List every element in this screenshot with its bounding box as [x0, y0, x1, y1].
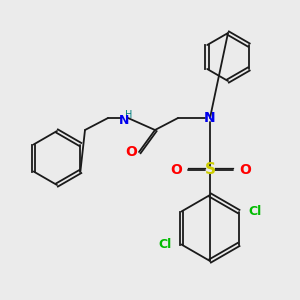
Text: N: N [204, 111, 216, 125]
Text: N: N [119, 115, 129, 128]
Text: O: O [170, 163, 182, 177]
Text: O: O [239, 163, 251, 177]
Text: O: O [125, 145, 137, 159]
Text: Cl: Cl [159, 238, 172, 251]
Text: H: H [125, 110, 133, 120]
Text: S: S [205, 163, 215, 178]
Text: Cl: Cl [248, 205, 261, 218]
